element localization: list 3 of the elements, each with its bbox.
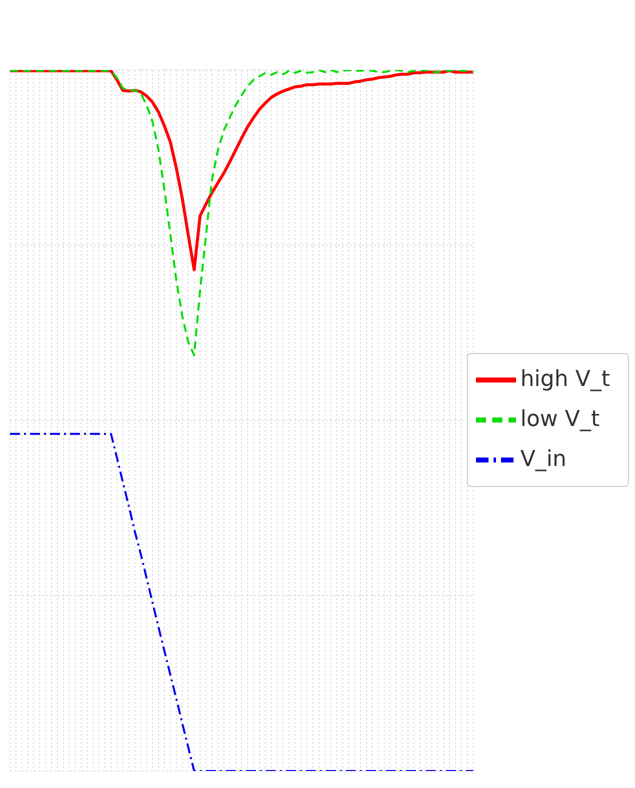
legend-label: high V_t — [520, 367, 610, 392]
legend-label: V_in — [520, 447, 566, 472]
legend-label: low V_t — [520, 407, 600, 432]
